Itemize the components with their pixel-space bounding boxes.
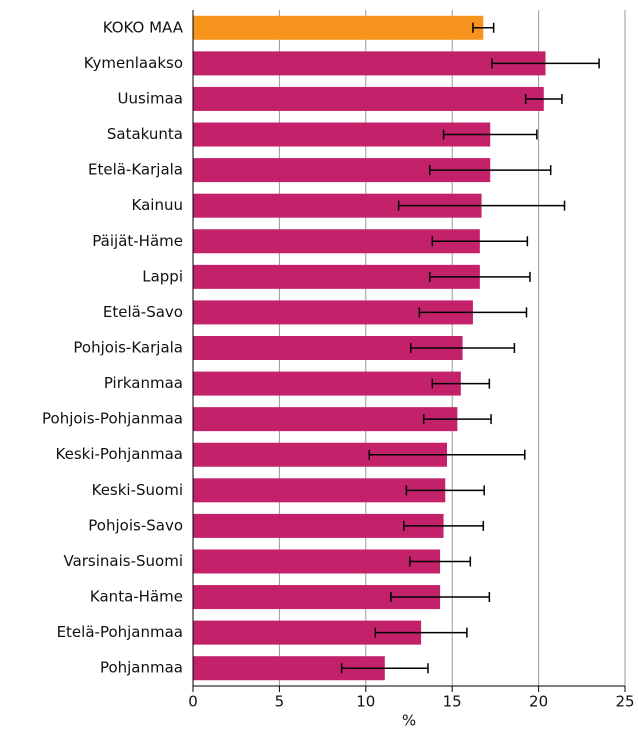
bar: [193, 513, 444, 538]
error-bar: [403, 520, 485, 531]
error-bar: [397, 200, 566, 211]
y-tick-label: Pohjois-Karjala: [73, 339, 183, 357]
x-tick-label: 25: [615, 693, 634, 711]
y-tick-label: Etelä-Savo: [103, 303, 183, 321]
y-tick-label: Satakunta: [107, 125, 183, 143]
y-tick-label: Kanta-Häme: [90, 588, 183, 606]
x-axis-label: %: [402, 712, 416, 730]
error-bar: [524, 93, 563, 104]
bar: [193, 51, 546, 76]
error-bar: [491, 58, 600, 69]
y-tick-label: Pohjois-Savo: [88, 516, 183, 534]
y-tick-label: Kainuu: [132, 196, 183, 214]
error-bar: [472, 22, 495, 33]
x-tick-label: 10: [356, 693, 375, 711]
y-tick-label: Keski-Pohjanmaa: [56, 445, 183, 463]
bar: [193, 549, 441, 574]
bar: [193, 478, 446, 503]
x-tick-label: 5: [275, 693, 285, 711]
y-tick-label: Etelä-Pohjanmaa: [57, 623, 183, 641]
y-tick-label: Pohjanmaa: [100, 659, 183, 677]
x-tick-label: 15: [443, 693, 462, 711]
x-tick-label: 20: [529, 693, 548, 711]
y-tick-label: Pohjois-Pohjanmaa: [42, 410, 183, 428]
error-bar: [409, 343, 516, 353]
error-bar: [374, 627, 468, 638]
error-bar: [405, 485, 485, 496]
y-tick-label: KOKO MAA: [103, 18, 184, 36]
error-bar: [431, 236, 529, 247]
error-bar: [418, 307, 528, 318]
error-bar: [368, 449, 526, 460]
error-bar: [390, 592, 491, 603]
y-tick-label: Kymenlaakso: [84, 54, 183, 72]
bar: [193, 371, 461, 396]
y-tick-label: Varsinais-Suomi: [63, 552, 183, 570]
bar: [193, 15, 484, 40]
error-bar: [409, 556, 472, 567]
error-bar: [442, 129, 538, 140]
error-bar: [340, 663, 429, 674]
bar: [193, 86, 544, 111]
y-tick-label: Lappi: [142, 267, 183, 285]
y-tick-label: Pirkanmaa: [104, 374, 183, 392]
error-bar: [422, 414, 492, 425]
y-tick-label: Keski-Suomi: [92, 481, 183, 499]
y-tick-label: Etelä-Karjala: [88, 161, 183, 179]
y-tick-label: Päijät-Häme: [92, 232, 183, 250]
bar: [193, 122, 491, 147]
error-bar: [428, 271, 531, 282]
bar: [193, 407, 458, 432]
x-tick-label: 0: [188, 693, 198, 711]
error-bar: [431, 378, 491, 389]
y-tick-label: Uusimaa: [118, 89, 183, 107]
error-bar: [428, 165, 552, 176]
